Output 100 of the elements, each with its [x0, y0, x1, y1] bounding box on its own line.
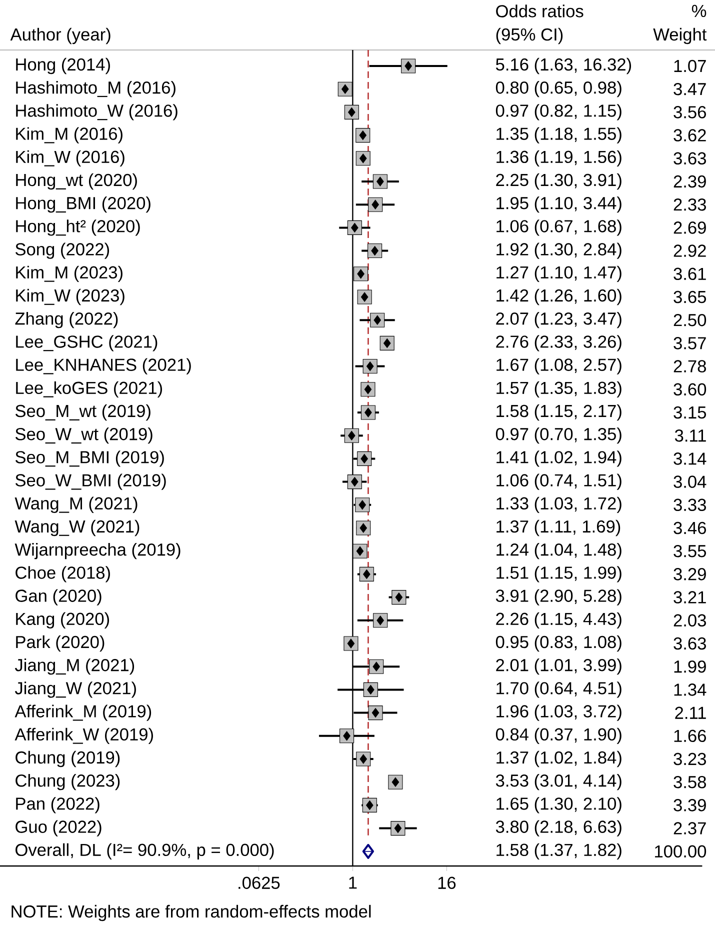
annotation: 3.33 — [674, 498, 706, 512]
annotation: 3.65 — [674, 290, 706, 304]
text: NOTE: Weights are from random-effects model — [12, 904, 371, 922]
annotation: 3.80 (2.18, 6.63) — [496, 820, 622, 836]
annotation: 2.78 — [674, 360, 706, 372]
annotation: 2.69 — [674, 222, 706, 234]
annotation: 0.97 (0.70, 1.35) — [496, 428, 622, 444]
annotation: 1.33 (1.03, 1.72) — [496, 496, 622, 513]
y-tick-label: Kim_W (2023) — [16, 288, 124, 306]
y-tick-label: Wijarnpreecha (2019) — [14, 543, 180, 560]
annotation: 5.16 (1.63, 16.32) — [496, 58, 632, 74]
y-tick-label: Kim_W (2016) — [16, 150, 124, 166]
annotation: 1.37 (1.02, 1.84) — [496, 750, 622, 768]
annotation: 1.65 (1.30, 2.10) — [496, 797, 622, 814]
annotation: 3.21 — [674, 591, 706, 604]
annotation: 1.34 — [674, 684, 706, 696]
text: Weight — [653, 28, 707, 44]
y-tick-label: Seo_W_wt (2019) — [16, 428, 152, 444]
y-tick-label: Jiang_M (2021) — [14, 658, 134, 675]
annotation: 3.53 (3.01, 4.14) — [496, 774, 622, 790]
annotation: 2.37 — [674, 822, 706, 834]
annotation: 3.63 — [674, 637, 706, 650]
annotation: 3.14 — [674, 452, 706, 465]
annotation: 3.47 — [674, 82, 706, 96]
annotation: 3.61 — [674, 268, 706, 280]
annotation: 1.66 — [674, 730, 706, 742]
y-tick-label: Seo_M_wt (2019) — [16, 404, 150, 421]
annotation: 1.70 (0.64, 4.51) — [496, 682, 622, 698]
y-tick-label: Song (2022) — [16, 242, 110, 259]
annotation: 2.01 (1.01, 3.99) — [496, 658, 622, 675]
annotation: 3.62 — [674, 129, 706, 142]
y-tick-label: Wang_M (2021) — [14, 496, 138, 513]
y-tick-label: Choe (2018) — [16, 566, 110, 582]
annotation: 1.95 (1.10, 3.44) — [496, 196, 622, 213]
annotation: 1.57 (1.35, 1.83) — [496, 381, 622, 398]
annotation: 1.42 (1.26, 1.60) — [496, 288, 622, 306]
y-tick-label: Park (2020) — [16, 635, 104, 652]
text: (95% CI) — [496, 28, 563, 44]
annotation: 3.60 — [674, 383, 706, 396]
y-tick-label: Kang (2020) — [16, 612, 110, 628]
annotation: 1.36 (1.19, 1.56) — [496, 150, 622, 166]
y-tick-label: Kim_M (2016) — [16, 127, 122, 144]
annotation: 1.99 — [674, 660, 706, 673]
y-tick-label: Lee_GSHC (2021) — [16, 335, 158, 352]
x-tick-label: 16 — [438, 876, 456, 889]
annotation: 1.35 (1.18, 1.55) — [496, 127, 622, 144]
annotation: 3.23 — [674, 752, 706, 766]
x-tick-label: .0625 — [238, 876, 280, 889]
y-tick-label: Hong_BMI (2020) — [16, 196, 150, 213]
annotation: 1.92 (1.30, 2.84) — [496, 242, 622, 259]
y-tick-label: Afferink_W (2019) — [14, 728, 153, 744]
annotation: 2.03 — [674, 614, 706, 627]
y-tick-label: Gan (2020) — [16, 589, 102, 606]
annotation: 1.07 — [674, 60, 706, 72]
annotation: 0.84 (0.37, 1.90) — [496, 728, 622, 744]
y-tick-label: Seo_M_BMI (2019) — [16, 450, 164, 467]
y-tick-label: Overall, DL (I²= 90.9%, p = 0.000) — [16, 843, 274, 860]
text: % — [692, 4, 706, 18]
y-tick-label: Pan (2022) — [16, 797, 100, 814]
annotation: 0.95 (0.83, 1.08) — [496, 635, 622, 652]
annotation: 1.37 (1.11, 1.69) — [496, 520, 620, 536]
annotation: 3.56 — [674, 106, 706, 118]
annotation: 1.24 (1.04, 1.48) — [496, 543, 622, 560]
annotation: 1.96 (1.03, 3.72) — [496, 704, 622, 721]
annotation: 3.11 — [674, 429, 706, 442]
y-tick-label: Lee_koGES (2021) — [16, 381, 162, 398]
x-tick-label: 1 — [349, 876, 357, 889]
annotation: 3.46 — [674, 522, 706, 534]
y-tick-label: Seo_W_BMI (2019) — [16, 474, 166, 490]
y-tick-label: Hashimoto_M (2016) — [16, 81, 176, 98]
y-tick-label: Afferink_M (2019) — [14, 704, 152, 721]
y-axis-title: Author (year) — [10, 28, 110, 44]
annotation: 2.25 (1.30, 3.91) — [496, 173, 622, 190]
annotation: 100.00 — [655, 845, 706, 858]
annotation: 3.57 — [674, 337, 706, 350]
annotation: 3.63 — [674, 152, 706, 165]
annotation: 1.58 (1.37, 1.82) — [496, 843, 622, 860]
annotation: 3.39 — [674, 799, 706, 812]
annotation: 1.51 (1.15, 1.99) — [496, 566, 622, 582]
annotation: 3.55 — [674, 544, 706, 558]
annotation: 3.29 — [674, 568, 706, 580]
y-tick-label: Hong_wt (2020) — [16, 173, 137, 190]
annotation: 3.58 — [674, 776, 706, 788]
y-tick-label: Chung (2019) — [16, 750, 120, 768]
annotation: 3.15 — [674, 406, 706, 419]
annotation: 2.07 (1.23, 3.47) — [496, 312, 622, 328]
annotation: 2.92 — [674, 244, 706, 257]
y-tick-label: Kim_M (2023) — [16, 266, 122, 282]
annotation: 0.80 (0.65, 0.98) — [496, 81, 622, 98]
annotation: 1.06 (0.74, 1.51) — [496, 474, 622, 490]
annotation: 2.50 — [674, 314, 706, 326]
annotation: 1.06 (0.67, 1.68) — [496, 220, 622, 236]
y-tick-label: Hong (2014) — [16, 58, 110, 74]
y-tick-label: Hashimoto_W (2016) — [16, 104, 178, 120]
y-tick-label: Hong_ht² (2020) — [16, 220, 140, 236]
y-tick-label: Zhang (2022) — [15, 312, 118, 328]
annotation: 1.41 (1.02, 1.94) — [496, 450, 622, 467]
annotation: 2.76 (2.33, 3.26) — [496, 335, 622, 352]
y-tick-label: Lee_KNHANES (2021) — [16, 358, 191, 374]
annotation: 1.67 (1.08, 2.57) — [496, 358, 622, 374]
